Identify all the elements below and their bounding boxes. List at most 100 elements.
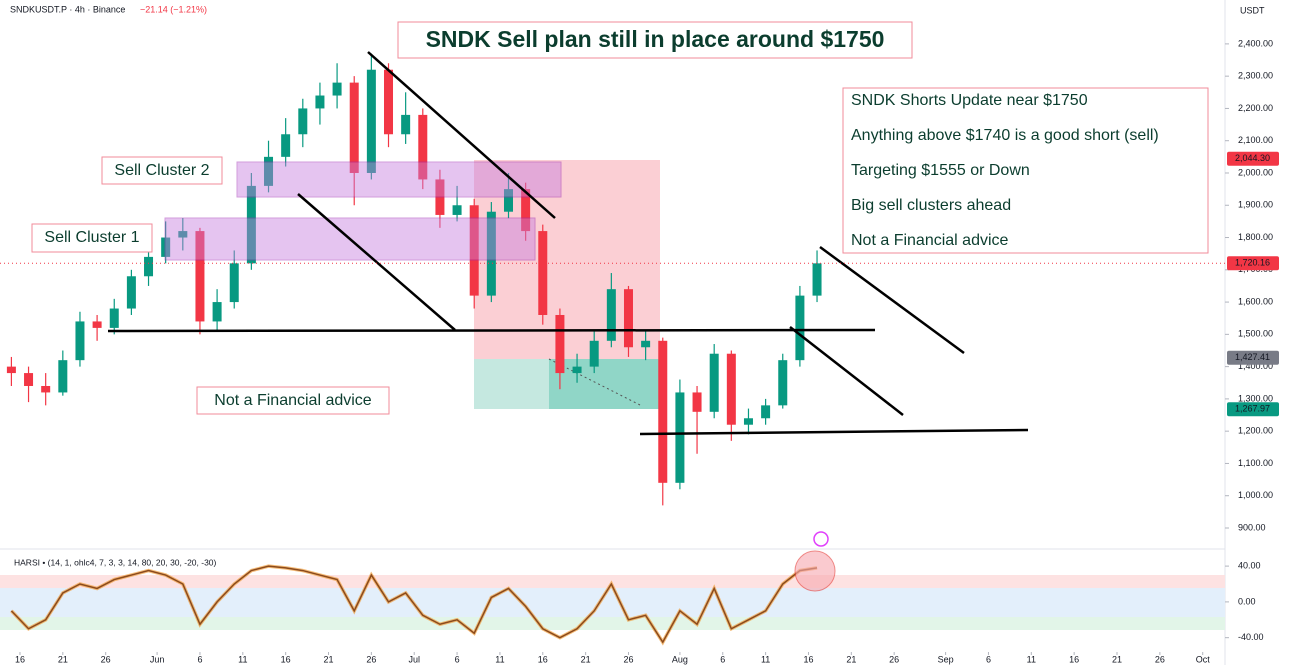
x-tick-label: 26	[1155, 654, 1165, 664]
axes: 900.001,000.001,100.001,200.001,300.001,…	[15, 38, 1279, 664]
candle-body	[41, 385, 51, 393]
price-badge	[1227, 151, 1279, 166]
candle-body	[212, 302, 222, 322]
candle-body	[572, 366, 582, 374]
support-line	[107, 328, 876, 333]
y-tick-label: 2,400.00	[1238, 38, 1273, 48]
candle-body	[178, 231, 188, 238]
title-box	[397, 21, 913, 59]
candle-body	[401, 114, 411, 135]
x-tick-label: Jun	[150, 654, 165, 664]
candle-body	[144, 256, 154, 277]
x-tick-label: 21	[581, 654, 591, 664]
price-badge-label: 2,044.30	[1235, 153, 1270, 163]
cluster-label: Sell Cluster 2	[114, 162, 209, 179]
title: SNDK Sell plan still in place around $17…	[426, 26, 885, 52]
candle-body	[418, 114, 428, 180]
x-tick-label: 21	[846, 654, 856, 664]
x-tick-label: 26	[366, 654, 376, 664]
y-tick-label: 1,800.00	[1238, 232, 1273, 242]
y-tick-label: 1,100.00	[1238, 458, 1273, 468]
candle-body	[75, 321, 85, 361]
currency: USDT	[1240, 5, 1265, 15]
candle-body	[161, 237, 171, 257]
support-line	[639, 428, 1029, 436]
candle-body	[692, 392, 702, 412]
disclaimer: Not a Financial advice	[214, 392, 372, 409]
candle-body	[264, 156, 274, 186]
y-tick-label: 1,500.00	[1238, 329, 1273, 339]
price-badge-label: 1,427.41	[1235, 352, 1270, 362]
symbol: SNDKUSDT.P · 4h · Binance	[10, 4, 125, 14]
x-tick-label: 16	[15, 654, 25, 664]
candles	[6, 53, 822, 506]
candle-body	[675, 392, 685, 483]
x-tick-label: 6	[986, 654, 991, 664]
candle-body	[246, 185, 256, 264]
x-tick-label: 26	[623, 654, 633, 664]
x-tick-label: 11	[238, 654, 247, 664]
candle-body	[349, 82, 359, 173]
y2-tick-label: -40.00	[1238, 632, 1264, 642]
x-tick-label: Sep	[938, 654, 954, 664]
candle-body	[709, 353, 719, 412]
candle-body	[332, 82, 342, 96]
candle-body	[778, 360, 788, 406]
candle-body	[743, 418, 753, 425]
x-tick-label: 16	[281, 654, 291, 664]
note: Not a Financial advice	[851, 232, 1009, 249]
candle-body	[555, 314, 565, 374]
x-tick-label: 6	[720, 654, 725, 664]
candle-body	[606, 289, 616, 341]
y2-tick-label: 0.00	[1238, 596, 1256, 606]
candle-body	[229, 263, 239, 303]
cluster-label: Sell Cluster 1	[44, 229, 139, 246]
y-tick-label: 2,100.00	[1238, 135, 1273, 145]
x-tick-label: 21	[1112, 654, 1122, 664]
trend-line	[367, 51, 556, 219]
trend-lines	[107, 51, 1029, 436]
candle-body	[109, 308, 119, 328]
mid-band	[0, 588, 1225, 617]
candle-body	[384, 69, 394, 135]
trend-line	[789, 326, 904, 416]
x-tick-label: Jul	[408, 654, 420, 664]
x-tick-label: Aug	[672, 654, 688, 664]
price-badge-label: 1,267.97	[1235, 404, 1270, 414]
note: Targeting $1555 or Down	[851, 162, 1030, 179]
trend-line	[297, 193, 456, 331]
x-tick-label: 16	[1069, 654, 1079, 664]
y-tick-label: 1,300.00	[1238, 393, 1273, 403]
note: Big sell clusters ahead	[851, 197, 1011, 214]
candle-body	[195, 231, 205, 322]
candle-body	[641, 340, 651, 348]
indicator	[10, 564, 818, 646]
x-tick-label: 21	[58, 654, 68, 664]
candle-body	[469, 205, 479, 296]
candle-body	[58, 360, 68, 393]
x-tick-label: 11	[1027, 654, 1036, 664]
drawings	[0, 51, 1225, 592]
os-band	[0, 617, 1225, 630]
candle-body	[126, 276, 136, 309]
candle-body	[366, 69, 376, 173]
candle-body	[298, 108, 308, 135]
x-tick-label: 16	[538, 654, 548, 664]
y-tick-label: 2,000.00	[1238, 167, 1273, 177]
x-tick-label: 26	[889, 654, 899, 664]
candle-body	[623, 289, 633, 348]
candle-body	[812, 263, 822, 296]
candle-body	[315, 95, 325, 109]
note: Anything above $1740 is a good short (se…	[851, 127, 1159, 144]
trend-line	[819, 245, 965, 355]
candle-body	[795, 295, 805, 361]
annotations: SNDK Sell plan still in place around $17…	[31, 21, 1209, 415]
change: −21.14 (−1.21%)	[140, 4, 207, 14]
candle-body	[658, 340, 668, 483]
x-tick-label: 6	[455, 654, 460, 664]
candle-body	[521, 189, 531, 232]
candle-body	[452, 205, 462, 215]
x-tick-label: 26	[101, 654, 111, 664]
y-tick-label: 1,600.00	[1238, 296, 1273, 306]
